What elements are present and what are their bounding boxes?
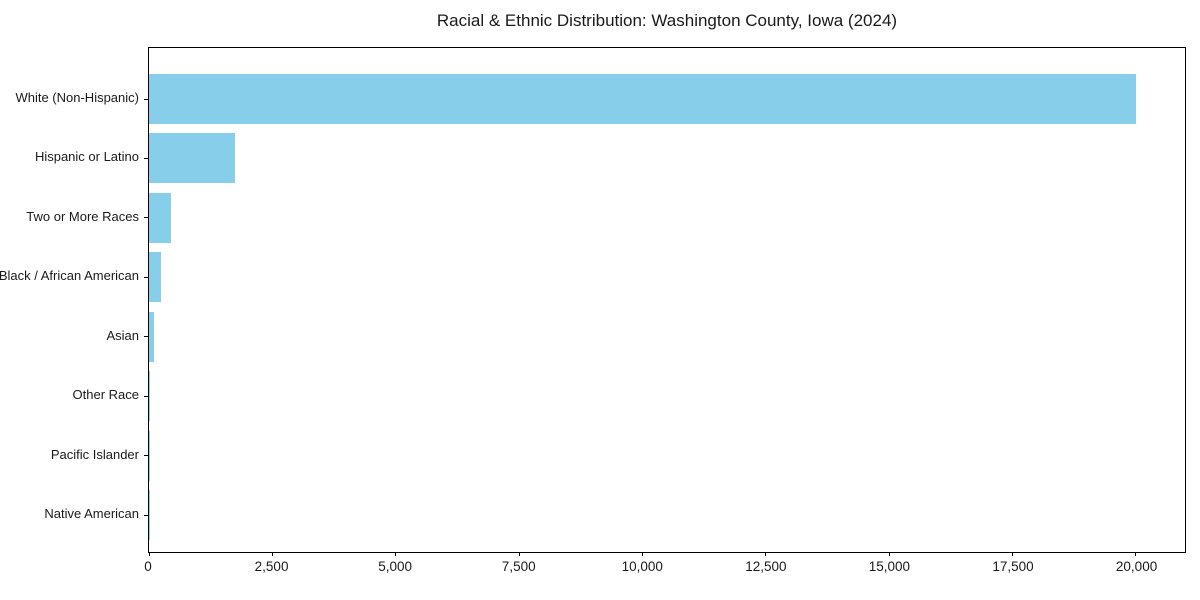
y-label-white-non-hispanic: White (Non-Hispanic) [15, 90, 139, 105]
bar-asian [149, 311, 154, 362]
y-label-asian: Asian [106, 327, 139, 343]
x-tick-label-0: 0 [144, 559, 152, 574]
x-tick-0 [148, 552, 150, 556]
y-tick-white-non-hispanic [144, 98, 148, 100]
y-tick-pacific-islander [144, 455, 148, 457]
x-tick-label-2500: 2,500 [254, 559, 289, 574]
x-tick-label-5000: 5,000 [378, 559, 413, 574]
bar-other-race [149, 371, 151, 422]
y-tick-hispanic-or-latino [144, 157, 148, 159]
x-tick-10000 [641, 552, 643, 556]
x-tick-label-12500: 12,500 [745, 559, 787, 574]
x-tick-label-20000: 20,000 [1115, 559, 1158, 574]
x-tick-label-10000: 10,000 [621, 559, 663, 574]
y-label-native-american: Native American [44, 506, 139, 521]
x-tick-12500 [765, 552, 767, 556]
bar-hispanic-or-latino [149, 133, 236, 184]
y-tick-asian [144, 336, 148, 338]
y-label-black-african-american: Black / African American [0, 268, 139, 284]
y-label-other-race: Other Race [72, 387, 139, 403]
plot-area [144, 47, 1186, 556]
x-tick-2500 [271, 552, 273, 556]
x-tick-20000 [1135, 552, 1137, 556]
x-tick-15000 [888, 552, 890, 556]
chart-title: Racial & Ethnic Distribution: Washington… [436, 11, 898, 30]
bar-black-african-american [149, 252, 162, 303]
y-tick-black-african-american [144, 276, 148, 278]
x-tick-17500 [1011, 552, 1013, 556]
y-label-two-or-more-races: Two or More Races [26, 208, 139, 224]
y-label-pacific-islander: Pacific Islander [50, 446, 139, 462]
x-tick-label-15000: 15,000 [868, 559, 911, 574]
x-tick-label-7500: 7,500 [501, 559, 536, 574]
y-tick-other-race [144, 395, 148, 397]
y-tick-native-american [144, 514, 148, 516]
y-label-hispanic-or-latino: Hispanic or Latino [34, 149, 139, 165]
x-tick-5000 [395, 552, 397, 556]
y-axis-labels: White (Non-Hispanic) Hispanic or Latino Tw… [0, 47, 139, 553]
x-tick-7500 [518, 552, 520, 556]
x-tick-label-17500: 17,500 [992, 559, 1034, 574]
bar-white-non-hispanic [149, 74, 1136, 124]
bar-two-or-more-races [149, 192, 172, 243]
y-tick-two-or-more-races [144, 217, 148, 219]
x-axis-tick-labels: 0 2,500 5,000 7,500 10,000 12,500 15,000 17,500… [144, 559, 1186, 579]
